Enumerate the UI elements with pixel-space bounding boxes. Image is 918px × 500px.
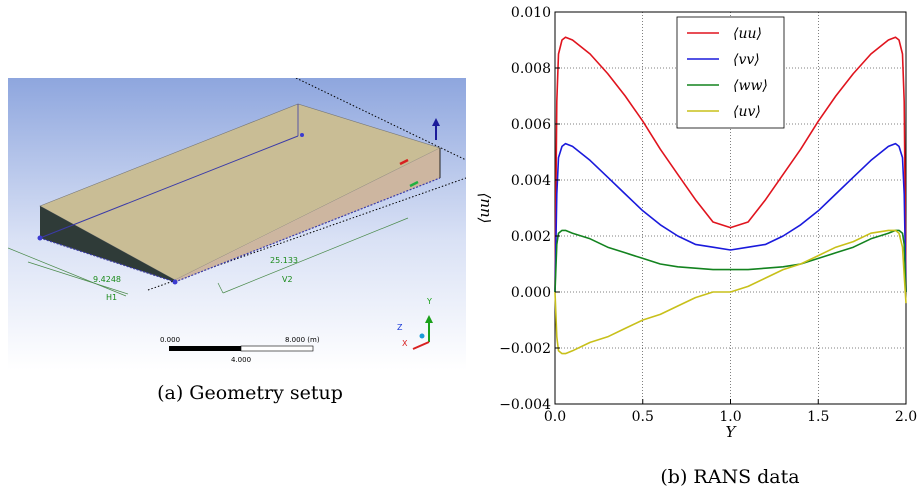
- box-right-face: [175, 148, 440, 282]
- dimension-line: [7, 247, 127, 297]
- y-tick-label: −0.002: [499, 341, 551, 357]
- vertex-dot: [37, 235, 43, 241]
- corner-axis-arrow: [399, 158, 409, 166]
- series-line: [554, 142, 907, 293]
- series-line: [554, 229, 907, 293]
- z-axis-dot: [419, 333, 425, 339]
- geometry-svg: 25.133 V2 9.4248 H1 0.000 8.000 (m) 4.00…: [7, 77, 467, 370]
- legend: ⟨uu⟩ ⟨vv⟩ ⟨ww⟩ ⟨uv⟩: [676, 16, 785, 129]
- y-tick-label: −0.004: [499, 397, 551, 413]
- y-tick-label: 0.004: [511, 173, 551, 189]
- x-axis-arrow: [412, 341, 430, 350]
- series-layer: [554, 36, 907, 355]
- x-tick-label: 1.5: [807, 409, 829, 425]
- x-tick-label: 2.0: [895, 409, 917, 425]
- dimension-line: [222, 217, 409, 294]
- y-axis-arrow: [425, 315, 433, 323]
- edge-line: [39, 135, 299, 239]
- edge-line: [39, 237, 176, 283]
- y-axis-letter: Y: [426, 297, 432, 306]
- dimension-line: [217, 282, 224, 294]
- x-tick-label: 1.0: [719, 409, 741, 425]
- x-axis-label: Y: [726, 423, 738, 441]
- caption-b: (b) RANS data: [660, 466, 800, 488]
- x-tick-label: 0.0: [544, 409, 566, 425]
- x-tick-label: 0.5: [632, 409, 654, 425]
- caption-a: (a) Geometry setup: [157, 382, 343, 404]
- legend-label: ⟨uv⟩: [733, 104, 761, 120]
- legend-label: ⟨uu⟩: [733, 26, 762, 42]
- x-axis-letter: X: [402, 339, 408, 348]
- rans-chart: 0.0 0.5 1.0 1.5 2.0 −0.004 −0.002 0.000 0.002 0.0…: [475, 5, 917, 441]
- series-line: [554, 36, 907, 293]
- scale-end-label: 8.000 (m): [285, 336, 320, 344]
- edge-line: [174, 177, 441, 283]
- corner-axis-arrow: [409, 180, 419, 188]
- dim-v2-label: V2: [282, 275, 293, 284]
- corner-axis-arrow: [432, 118, 440, 126]
- scale-start-label: 0.000: [160, 336, 180, 344]
- y-tick-label: 0.002: [511, 229, 551, 245]
- y-axis-label: ⟨uu⟩: [475, 192, 493, 223]
- scale-mid-label: 4.000: [231, 356, 251, 364]
- y-tick-label: 0.008: [511, 61, 551, 77]
- legend-box: [676, 16, 785, 129]
- legend-label: ⟨vv⟩: [733, 52, 760, 68]
- y-tick-label: 0.010: [511, 5, 551, 21]
- vertex-dot: [300, 133, 304, 137]
- dim-v2-value: 25.133: [270, 256, 298, 265]
- dim-h1-label: H1: [106, 293, 117, 302]
- series-line: [554, 229, 907, 355]
- scale-bar-white: [240, 345, 314, 352]
- tick-layer: 0.0 0.5 1.0 1.5 2.0 −0.004 −0.002 0.000 0.002 0.0…: [499, 5, 917, 425]
- dimension-line: [27, 261, 129, 295]
- scale-bar-black: [169, 346, 241, 351]
- vertex-dot: [172, 279, 178, 285]
- z-axis-letter: Z: [397, 323, 403, 332]
- legend-label: ⟨ww⟩: [733, 78, 768, 94]
- y-tick-label: 0.000: [511, 285, 551, 301]
- y-tick-label: 0.006: [511, 117, 551, 133]
- geometry-viewport: 25.133 V2 9.4248 H1 0.000 8.000 (m) 4.00…: [7, 77, 467, 370]
- dim-h1-value: 9.4248: [93, 275, 121, 284]
